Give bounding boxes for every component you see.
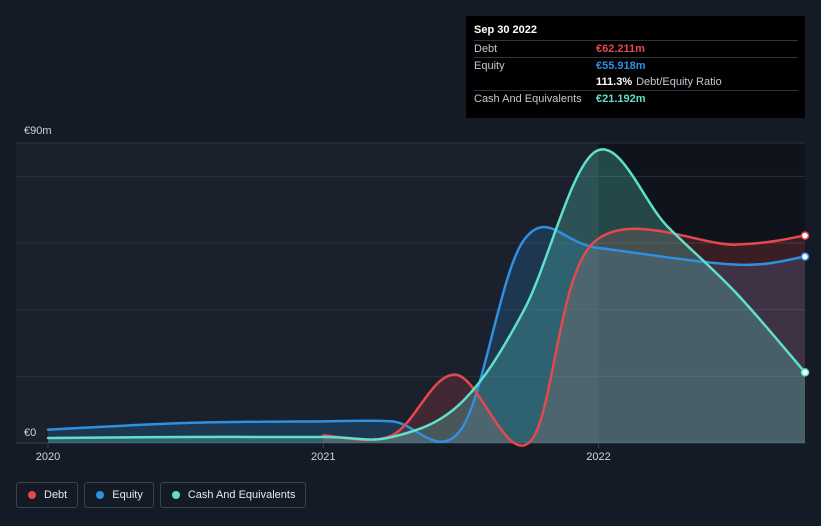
tooltip-ratio-label: Debt/Equity Ratio (636, 76, 722, 88)
legend-debt-label: Debt (44, 489, 68, 501)
cash-area (48, 149, 805, 443)
end-markers (800, 231, 810, 377)
highlight-band (598, 143, 805, 443)
tooltip-debt-row: Debt €62.211m (474, 40, 798, 57)
legend-item-debt[interactable]: Debt (16, 482, 79, 508)
cash-line (46, 148, 807, 441)
cash-dot-icon (171, 491, 180, 499)
tooltip-debt-value: €62.211m (596, 43, 645, 55)
y-axis-zero-label: €0 (24, 427, 36, 439)
y-axis-top-label: €90m (24, 125, 52, 137)
x-tick-label: 2022 (586, 451, 610, 463)
tooltip-equity-value: €55.918m (596, 60, 646, 72)
x-tick-label: 2020 (36, 451, 60, 463)
tooltip-debt-label: Debt (474, 43, 498, 55)
tooltip-cash-label: Cash And Equivalents (474, 93, 582, 105)
x-tick-label: 2021 (311, 451, 335, 463)
debt-line (322, 227, 807, 447)
tooltip-ratio-value: 111.3% (596, 76, 633, 88)
tooltip-equity-row: Equity €55.918m (474, 57, 798, 74)
debt-dot-icon (28, 491, 36, 499)
equity-end-marker (800, 252, 810, 261)
debt-end-marker (800, 231, 810, 240)
tooltip-date: Sep 30 2022 (474, 24, 537, 36)
tooltip: Sep 30 2022 Debt €62.211m Equity €55.918… (466, 16, 805, 118)
equity-dot-icon (96, 491, 105, 499)
equity-line (46, 225, 807, 443)
debt-area (323, 228, 805, 446)
cash-end-marker (800, 368, 810, 377)
legend: Debt Equity Cash And Equivalents (16, 482, 307, 508)
legend-item-cash[interactable]: Cash And Equivalents (159, 482, 307, 508)
tooltip-ratio-row: 111.3% Debt/Equity Ratio (474, 74, 798, 90)
lines (46, 148, 807, 447)
grid (16, 142, 805, 444)
tooltip-cash-value: €21.192m (596, 93, 646, 105)
legend-equity-label: Equity (112, 489, 143, 501)
tooltip-equity-label: Equity (474, 60, 505, 72)
tooltip-cash-row: Cash And Equivalents €21.192m (474, 90, 798, 107)
areas (48, 149, 805, 446)
equity-area (48, 227, 805, 443)
legend-cash-label: Cash And Equivalents (187, 489, 296, 501)
legend-item-equity[interactable]: Equity (84, 482, 154, 508)
x-axis: 2020 2021 2022 (36, 443, 611, 463)
